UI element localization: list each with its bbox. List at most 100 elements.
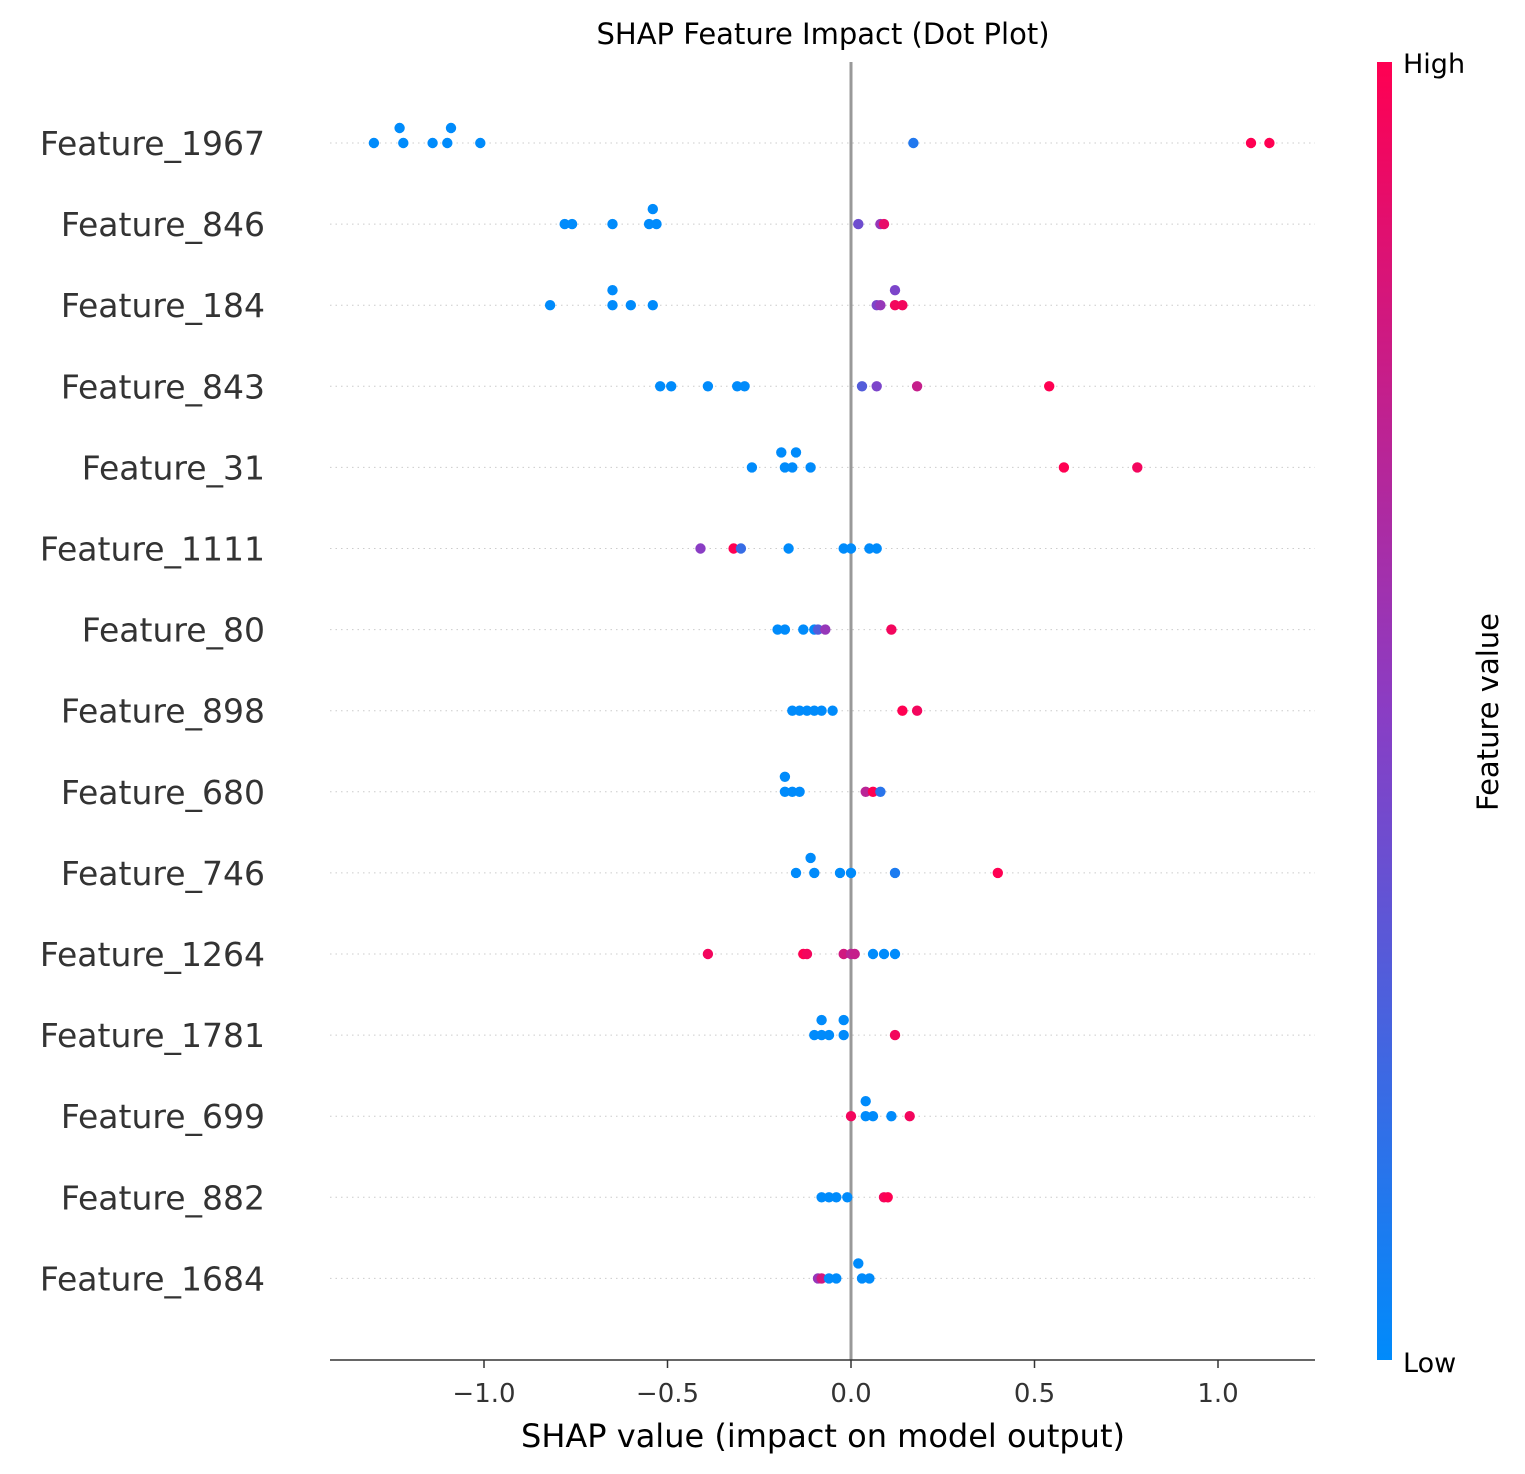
data-point	[838, 1014, 849, 1026]
data-point	[827, 705, 838, 716]
data-point	[867, 948, 879, 960]
data-point	[1044, 381, 1055, 392]
data-point	[809, 867, 820, 879]
data-point	[897, 300, 908, 311]
feature-label: Feature_31	[82, 448, 265, 487]
feature-label: Feature_80	[82, 611, 265, 650]
data-point	[801, 948, 813, 960]
data-point	[427, 137, 438, 149]
data-point	[607, 218, 618, 230]
data-point	[475, 137, 486, 149]
data-point	[794, 786, 805, 797]
data-point	[864, 1273, 875, 1284]
data-point	[992, 867, 1003, 879]
data-point	[845, 867, 857, 879]
data-point	[816, 1273, 827, 1284]
data-point	[790, 867, 802, 879]
data-point	[820, 624, 831, 635]
data-point	[728, 543, 739, 554]
data-point	[904, 1111, 915, 1122]
data-point	[805, 462, 816, 473]
data-point	[864, 543, 875, 554]
data-point	[643, 218, 655, 230]
data-point	[856, 381, 868, 392]
data-point	[886, 1111, 897, 1122]
data-point	[889, 1029, 901, 1041]
data-point	[897, 705, 908, 716]
data-point	[1245, 137, 1257, 149]
data-point	[834, 867, 846, 879]
data-point	[798, 624, 809, 635]
data-point	[908, 137, 919, 149]
data-point	[849, 948, 860, 960]
data-point	[368, 137, 380, 149]
data-point	[856, 1273, 868, 1284]
data-point	[651, 218, 662, 230]
data-point	[889, 867, 901, 879]
data-point	[779, 786, 791, 797]
data-point	[647, 300, 658, 311]
data-point	[625, 300, 636, 311]
data-point	[889, 300, 901, 311]
data-point	[816, 1014, 827, 1026]
grid-lines	[330, 142, 1315, 1279]
data-point	[838, 1029, 849, 1041]
data-point	[794, 705, 805, 716]
data-point	[805, 852, 816, 864]
feature-label: Feature_1684	[40, 1259, 265, 1298]
data-point	[655, 381, 666, 392]
data-point	[867, 1111, 879, 1122]
data-point	[860, 1111, 871, 1122]
data-point	[853, 218, 864, 230]
chart-title: SHAP Feature Impact (Dot Plot)	[596, 17, 1049, 51]
feature-label: Feature_680	[61, 773, 265, 812]
x-tick-label: 0.0	[830, 1379, 871, 1409]
data-point	[732, 381, 743, 392]
feature-labels: Feature_1967 Feature_846 Feature_184 Featur…	[40, 124, 265, 1298]
data-point	[702, 948, 714, 960]
data-point	[875, 300, 886, 311]
data-point	[889, 948, 901, 960]
data-point	[779, 462, 791, 473]
data-point	[871, 543, 882, 554]
data-point	[787, 786, 798, 797]
data-point	[787, 705, 798, 716]
feature-label: Feature_184	[61, 286, 265, 325]
feature-label: Feature_882	[61, 1178, 265, 1217]
data-point	[812, 624, 824, 635]
feature-label: Feature_1111	[40, 530, 265, 569]
x-axis-label: SHAP value (impact on model output)	[521, 1417, 1125, 1455]
feature-label: Feature_699	[61, 1097, 265, 1136]
data-point	[871, 381, 882, 392]
feature-label: Feature_1264	[40, 935, 265, 974]
data-point	[823, 1029, 835, 1041]
data-point	[860, 786, 871, 797]
data-point	[702, 381, 714, 392]
feature-label: Feature_746	[61, 854, 265, 893]
data-point	[695, 543, 706, 554]
data-point	[838, 948, 849, 960]
data-point	[544, 300, 556, 311]
data-point	[607, 285, 618, 296]
x-tick-label: −0.5	[636, 1379, 699, 1409]
x-axis-ticks: −1.0 −0.5 0.0 0.5 1.0	[452, 1360, 1239, 1409]
data-point	[739, 381, 750, 392]
data-point	[787, 462, 798, 473]
data-point	[779, 624, 791, 635]
colorbar	[1377, 62, 1392, 1360]
feature-label: Feature_843	[61, 367, 265, 406]
feature-label: Feature_898	[61, 692, 265, 731]
data-point	[790, 447, 802, 458]
feature-label: Feature_1967	[40, 124, 265, 163]
data-point	[867, 786, 879, 797]
data-points	[368, 122, 1275, 1284]
data-point	[816, 1029, 827, 1041]
data-point	[809, 705, 820, 716]
data-point	[566, 218, 578, 230]
colorbar-high-label: High	[1403, 49, 1465, 80]
data-point	[831, 1192, 842, 1203]
data-point	[735, 543, 747, 554]
data-point	[746, 462, 758, 473]
data-point	[779, 771, 791, 782]
